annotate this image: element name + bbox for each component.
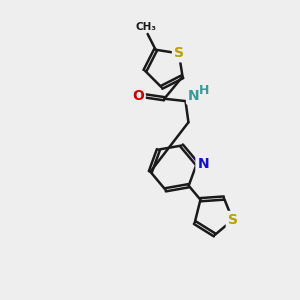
Text: CH₃: CH₃: [136, 22, 157, 32]
Text: H: H: [199, 84, 209, 97]
Text: N: N: [197, 157, 209, 171]
Text: O: O: [132, 89, 144, 103]
Text: S: S: [174, 46, 184, 60]
Text: N: N: [188, 89, 200, 103]
Text: S: S: [228, 213, 238, 227]
